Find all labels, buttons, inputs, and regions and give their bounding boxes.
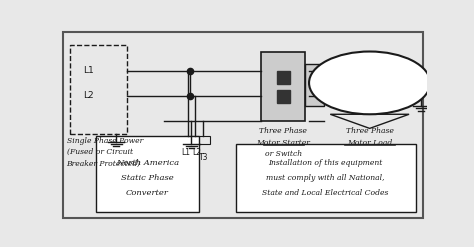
Text: Motor Load: Motor Load	[347, 139, 392, 147]
Text: Three Phase: Three Phase	[346, 127, 393, 135]
Text: or Switch: or Switch	[265, 150, 302, 158]
Text: L2: L2	[83, 91, 94, 100]
Bar	[277, 71, 290, 84]
Bar	[70, 45, 127, 134]
Text: L1: L1	[83, 66, 94, 75]
Bar	[277, 90, 290, 103]
Text: T3: T3	[199, 153, 209, 162]
Polygon shape	[330, 114, 409, 128]
Bar	[184, 136, 210, 144]
Bar	[305, 64, 324, 106]
Text: Motor Starter: Motor Starter	[256, 139, 310, 147]
Text: State and Local Electrical Codes: State and Local Electrical Codes	[263, 189, 389, 197]
Text: L1: L1	[182, 147, 191, 157]
Bar	[96, 136, 199, 212]
Text: Converter: Converter	[126, 189, 169, 197]
Bar	[236, 144, 416, 212]
Text: must comply with all National,: must comply with all National,	[266, 174, 385, 182]
Text: Installation of this equipment: Installation of this equipment	[268, 159, 383, 167]
Text: Three Phase: Three Phase	[259, 127, 307, 135]
Text: L2: L2	[192, 147, 201, 157]
Text: Breaker Protected): Breaker Protected)	[66, 160, 141, 168]
Circle shape	[309, 52, 430, 114]
Text: Single Phase Power: Single Phase Power	[66, 137, 143, 145]
Text: North America: North America	[116, 159, 179, 167]
Text: (Fused or Circuit: (Fused or Circuit	[66, 148, 133, 156]
Text: Static Phase: Static Phase	[121, 174, 174, 182]
Bar	[261, 52, 305, 121]
